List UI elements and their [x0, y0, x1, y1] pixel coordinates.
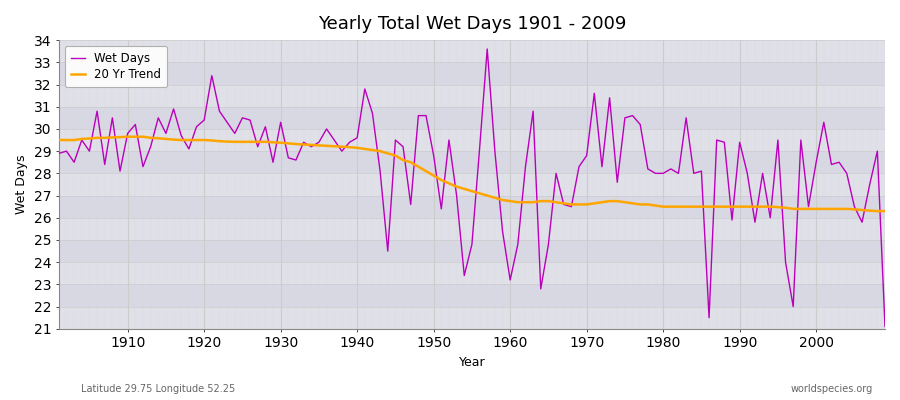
Y-axis label: Wet Days: Wet Days: [15, 155, 28, 214]
20 Yr Trend: [122, 134, 133, 139]
Line: Wet Days: Wet Days: [58, 49, 885, 326]
Bar: [58, 218, 885, 240]
Wet Days: [604, 96, 615, 100]
X-axis label: Year: Year: [459, 356, 485, 369]
Bar: [58, 129, 885, 151]
Text: Latitude 29.75 Longitude 52.25: Latitude 29.75 Longitude 52.25: [81, 384, 235, 394]
20 Yr Trend: [505, 199, 516, 204]
20 Yr Trend: [512, 200, 523, 205]
Bar: [58, 151, 885, 173]
Bar: [58, 262, 885, 284]
Bar: [58, 240, 885, 262]
20 Yr Trend: [604, 199, 615, 204]
Bar: [58, 284, 885, 306]
Wet Days: [283, 156, 293, 160]
Bar: [58, 40, 885, 62]
Wet Days: [328, 138, 339, 142]
Bar: [58, 84, 885, 107]
20 Yr Trend: [53, 138, 64, 142]
Bar: [58, 62, 885, 84]
Wet Days: [53, 151, 64, 156]
20 Yr Trend: [872, 209, 883, 214]
Title: Yearly Total Wet Days 1901 - 2009: Yearly Total Wet Days 1901 - 2009: [318, 15, 626, 33]
Bar: [58, 107, 885, 129]
20 Yr Trend: [291, 142, 302, 146]
20 Yr Trend: [337, 144, 347, 149]
Bar: [58, 196, 885, 218]
Wet Days: [114, 169, 125, 174]
Bar: [58, 306, 885, 329]
Wet Days: [482, 46, 492, 51]
Text: worldspecies.org: worldspecies.org: [791, 384, 873, 394]
20 Yr Trend: [879, 209, 890, 214]
20 Yr Trend: [114, 135, 125, 140]
Wet Days: [879, 324, 890, 329]
Legend: Wet Days, 20 Yr Trend: Wet Days, 20 Yr Trend: [65, 46, 167, 87]
Line: 20 Yr Trend: 20 Yr Trend: [58, 137, 885, 211]
Wet Days: [505, 278, 516, 282]
Bar: [58, 173, 885, 196]
Wet Days: [512, 242, 523, 247]
